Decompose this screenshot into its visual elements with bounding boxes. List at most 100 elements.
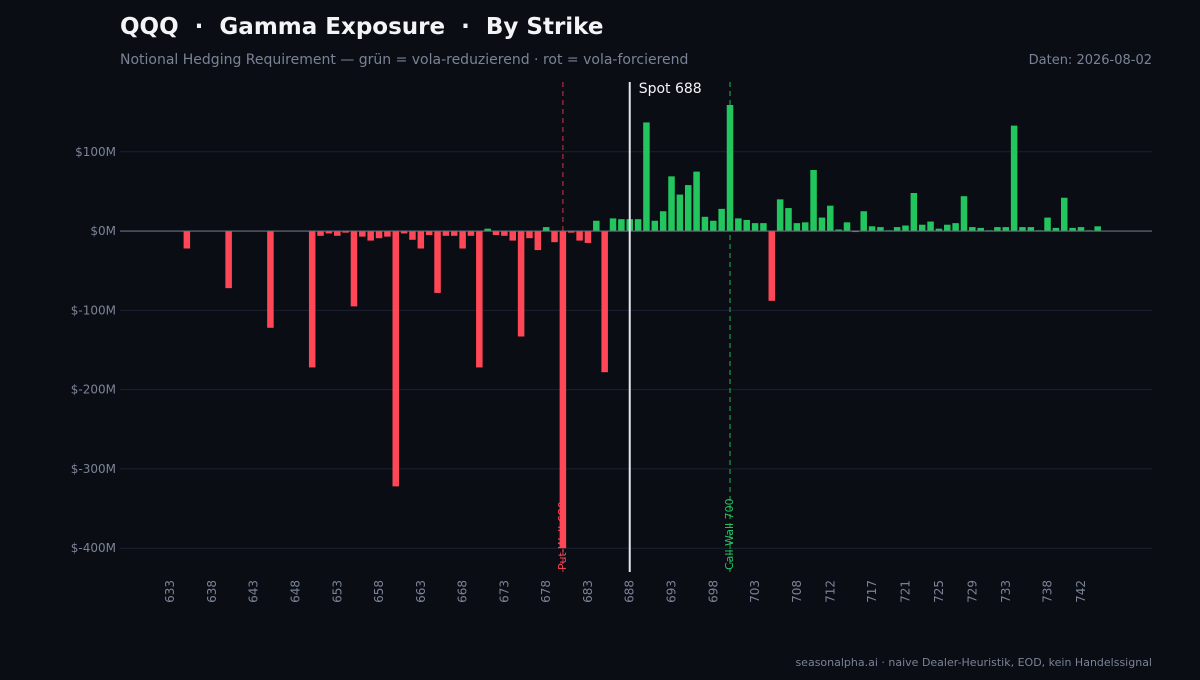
bar-strike-726 [944, 224, 951, 232]
bar-strike-730 [977, 227, 984, 232]
chart-title: QQQ · Gamma Exposure · By Strike [120, 14, 604, 40]
x-tick-label: 698 [706, 580, 720, 603]
bar-strike-660 [392, 231, 400, 487]
bar-strike-723 [918, 224, 926, 232]
x-tick-label: 688 [623, 580, 637, 603]
y-tick-label: $-100M [71, 303, 116, 317]
bar-strike-684 [593, 220, 600, 232]
bar-strike-653 [334, 231, 341, 236]
bar-strike-677 [534, 231, 542, 251]
bar-strike-704 [760, 223, 767, 232]
x-tick-label: 683 [581, 580, 595, 603]
bar-strike-679 [551, 231, 558, 243]
bar-strike-689 [634, 219, 642, 232]
y-tick-label: $0M [90, 224, 116, 238]
spot-label: Spot 688 [639, 81, 702, 97]
bar-strike-722 [910, 193, 918, 232]
bar-strike-674 [509, 231, 517, 241]
bar-strike-690 [643, 122, 650, 232]
bar-strike-671 [484, 228, 491, 232]
bar-strike-694 [676, 194, 684, 232]
bar-strike-676 [526, 231, 533, 239]
bar-strike-652 [325, 231, 333, 234]
bar-strike-693 [668, 176, 675, 232]
bar-strike-670 [476, 231, 483, 368]
bar-strike-675 [517, 231, 525, 337]
bar-strike-711 [818, 217, 826, 232]
bar-strike-735 [1019, 227, 1026, 232]
bar-strike-692 [659, 211, 667, 232]
bar-strike-664 [425, 231, 433, 236]
put-wall-label: Put-Wall 680 [556, 501, 569, 570]
markers: Put-Wall 680 Call-Wall 700 Spot 688 [556, 81, 736, 572]
bar-strike-727 [952, 223, 959, 232]
bar-strike-654 [342, 231, 349, 233]
y-axis: $100M $0M $-100M $-200M $-300M $-400M [71, 145, 116, 555]
bar-strike-656 [359, 231, 366, 237]
bar-strike-686 [609, 218, 617, 232]
data-date: Daten: 2026-08-02 [1028, 53, 1152, 68]
bar-strike-736 [1027, 227, 1035, 232]
grid-lines [120, 151, 1152, 549]
bar-strike-710 [810, 170, 817, 232]
bar-strike-709 [801, 222, 809, 232]
y-tick-label: $100M [75, 145, 116, 159]
x-axis: 633 638 643 648 653 658 663 668 673 678 683 688 693 6… [163, 580, 1088, 603]
x-tick-label: 729 [965, 580, 979, 603]
bar-strike-713 [835, 229, 842, 232]
bar-strike-702 [743, 219, 750, 232]
bar-strike-703 [751, 223, 759, 232]
bar-strike-740 [1061, 197, 1068, 232]
bar-strike-734 [1010, 125, 1018, 232]
bar-strike-651 [317, 231, 324, 236]
bar-strike-635 [183, 231, 191, 249]
bar-strike-733 [1002, 227, 1010, 232]
y-tick-label: $-400M [71, 541, 116, 555]
bar-strike-695 [684, 185, 692, 232]
bar-strike-696 [693, 171, 700, 232]
bar-strike-661 [400, 231, 408, 234]
bar-strike-658 [375, 231, 383, 239]
bar-strike-714 [843, 222, 851, 232]
bar-strike-705 [768, 231, 776, 301]
bar-strike-744 [1094, 226, 1101, 232]
y-tick-label: $-300M [71, 462, 116, 476]
x-tick-label: 633 [163, 580, 177, 603]
bar-strike-691 [651, 220, 659, 232]
bar-strike-739 [1052, 227, 1060, 232]
bar-strike-655 [350, 231, 358, 307]
bar-strike-665 [434, 231, 441, 293]
call-wall-label: Call-Wall 700 [723, 498, 736, 570]
bar-strike-712 [827, 205, 834, 232]
bar-strike-668 [459, 231, 466, 249]
bar-strike-718 [877, 227, 884, 232]
bar-strike-678 [542, 227, 550, 232]
x-tick-label: 678 [539, 580, 553, 603]
bar-strike-706 [776, 199, 784, 232]
bar-strike-724 [927, 221, 934, 232]
x-tick-label: 721 [898, 580, 912, 603]
bar-strike-681 [567, 231, 575, 233]
bar-strike-650 [308, 231, 316, 368]
bar-strike-673 [501, 231, 508, 236]
x-tick-label: 663 [414, 580, 428, 603]
bar-strike-741 [1069, 227, 1076, 232]
bar-strike-728 [960, 196, 968, 232]
x-tick-label: 733 [999, 580, 1013, 603]
bar-strike-662 [409, 231, 416, 240]
x-tick-label: 708 [790, 580, 804, 603]
bar-strike-667 [450, 231, 458, 236]
bar-strike-699 [718, 208, 725, 232]
bar-strike-716 [860, 211, 867, 232]
chart-subtitle: Notional Hedging Requirement — grün = vo… [120, 52, 689, 68]
y-tick-label: $-200M [71, 383, 116, 397]
x-tick-label: 653 [330, 580, 344, 603]
bar-strike-659 [384, 231, 391, 237]
x-tick-label: 703 [748, 580, 762, 603]
bar-strike-701 [735, 218, 742, 232]
bar-strike-732 [994, 227, 1001, 232]
x-tick-label: 673 [497, 580, 511, 603]
bar-strike-742 [1077, 227, 1085, 232]
bars [183, 104, 1101, 549]
x-tick-label: 638 [205, 580, 219, 603]
